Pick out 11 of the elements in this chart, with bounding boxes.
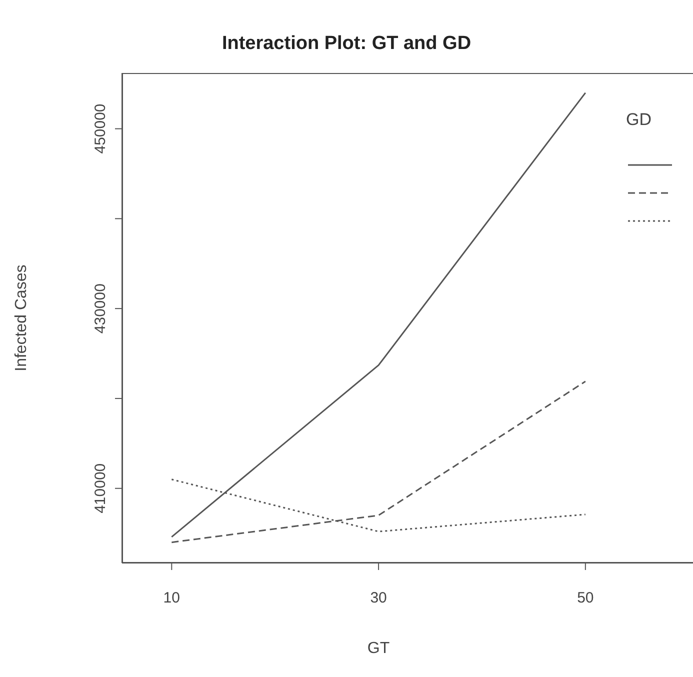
x-tick-label: 10 bbox=[163, 590, 180, 607]
chart-title: Interaction Plot: GT and GD bbox=[220, 33, 472, 55]
x-axis-title: GT bbox=[366, 640, 391, 658]
style-key: GD bbox=[626, 110, 672, 222]
y-tick-label: 430000 bbox=[92, 284, 109, 334]
x-tick-label: 50 bbox=[577, 590, 594, 607]
y-tick-label: 450000 bbox=[92, 104, 109, 154]
legend-title: GD bbox=[626, 110, 652, 129]
x-tick-label: 30 bbox=[370, 590, 387, 607]
y-tick-label: 410000 bbox=[92, 463, 109, 514]
y-axis-title: Infected Cases bbox=[13, 264, 31, 372]
